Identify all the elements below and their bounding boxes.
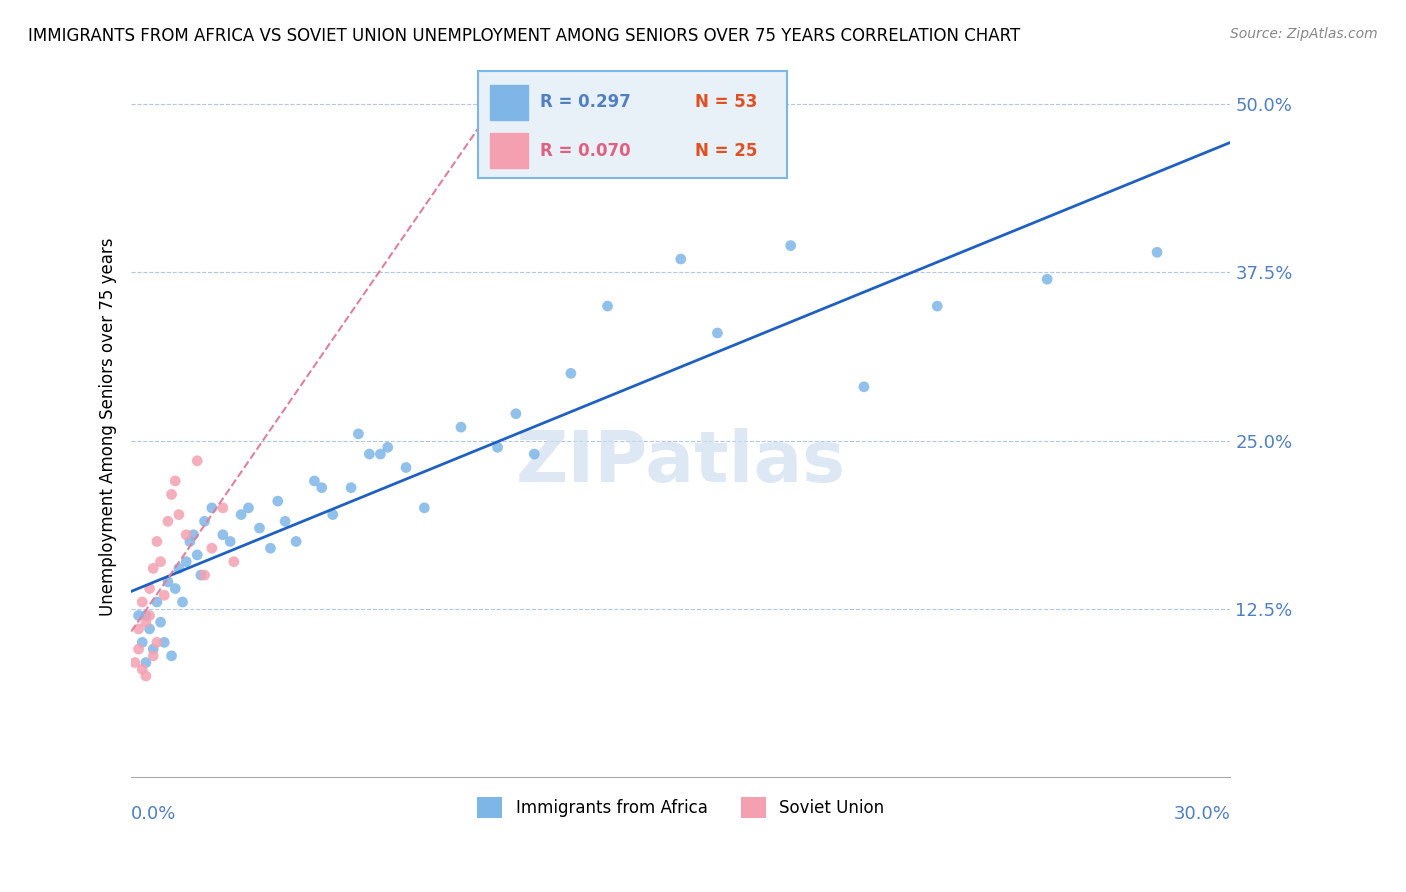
Point <box>160 487 183 501</box>
Point <box>359 447 381 461</box>
Point <box>211 500 233 515</box>
FancyBboxPatch shape <box>491 86 527 120</box>
Point <box>193 568 215 582</box>
Point <box>128 622 150 636</box>
Point <box>135 656 157 670</box>
Point <box>370 447 392 461</box>
Point <box>222 555 245 569</box>
Text: N = 53: N = 53 <box>695 94 756 112</box>
Text: ZIPatlas: ZIPatlas <box>516 427 846 497</box>
Point <box>142 648 165 663</box>
Point <box>131 662 153 676</box>
Point <box>669 252 692 266</box>
Point <box>1146 245 1168 260</box>
Point <box>523 447 546 461</box>
Point <box>852 380 875 394</box>
Point <box>165 582 187 596</box>
Point <box>311 481 333 495</box>
Point <box>259 541 281 556</box>
Point <box>135 615 157 630</box>
Point <box>128 608 150 623</box>
FancyBboxPatch shape <box>491 134 527 168</box>
Point <box>193 514 215 528</box>
Point <box>172 595 194 609</box>
Point <box>377 440 399 454</box>
Point <box>142 561 165 575</box>
Point <box>138 608 160 623</box>
Point <box>135 669 157 683</box>
Point <box>179 534 201 549</box>
Point <box>149 615 172 630</box>
Point <box>211 528 233 542</box>
Point <box>149 555 172 569</box>
Point <box>131 595 153 609</box>
Point <box>395 460 418 475</box>
Point <box>135 608 157 623</box>
Text: 0.0%: 0.0% <box>131 805 177 822</box>
Text: R = 0.070: R = 0.070 <box>540 142 630 160</box>
Point <box>927 299 949 313</box>
Point <box>183 528 205 542</box>
Point <box>219 534 242 549</box>
Point <box>249 521 271 535</box>
Point <box>267 494 290 508</box>
Point <box>174 528 197 542</box>
Point <box>413 500 436 515</box>
Text: 30.0%: 30.0% <box>1174 805 1230 822</box>
Text: IMMIGRANTS FROM AFRICA VS SOVIET UNION UNEMPLOYMENT AMONG SENIORS OVER 75 YEARS : IMMIGRANTS FROM AFRICA VS SOVIET UNION U… <box>28 27 1021 45</box>
Text: Source: ZipAtlas.com: Source: ZipAtlas.com <box>1230 27 1378 41</box>
Text: N = 25: N = 25 <box>695 142 756 160</box>
Point <box>165 474 187 488</box>
Point <box>201 500 224 515</box>
Point <box>156 574 179 589</box>
Point <box>1036 272 1059 286</box>
Point <box>186 548 208 562</box>
Point <box>706 326 728 340</box>
Legend: Immigrants from Africa, Soviet Union: Immigrants from Africa, Soviet Union <box>471 791 891 824</box>
Point <box>146 635 169 649</box>
Point <box>340 481 363 495</box>
Point <box>274 514 297 528</box>
Point <box>174 555 197 569</box>
Point <box>138 622 160 636</box>
Point <box>167 508 190 522</box>
Point <box>779 238 801 252</box>
Point <box>124 656 146 670</box>
Point <box>146 595 169 609</box>
Point <box>560 367 582 381</box>
Point <box>167 561 190 575</box>
Point <box>156 514 179 528</box>
Point <box>131 635 153 649</box>
Point <box>486 440 509 454</box>
Point <box>450 420 472 434</box>
Point <box>201 541 224 556</box>
Point <box>153 635 176 649</box>
Point <box>153 588 176 602</box>
Point <box>186 454 208 468</box>
Y-axis label: Unemployment Among Seniors over 75 years: Unemployment Among Seniors over 75 years <box>100 238 117 616</box>
Point <box>505 407 527 421</box>
Text: R = 0.297: R = 0.297 <box>540 94 631 112</box>
Point <box>190 568 212 582</box>
Point <box>322 508 344 522</box>
Point <box>138 582 160 596</box>
Point <box>146 534 169 549</box>
Point <box>285 534 308 549</box>
Point <box>596 299 619 313</box>
Point <box>347 426 370 441</box>
Point <box>160 648 183 663</box>
Point <box>238 500 260 515</box>
Point <box>142 642 165 657</box>
Point <box>128 642 150 657</box>
Point <box>304 474 326 488</box>
Point <box>231 508 253 522</box>
